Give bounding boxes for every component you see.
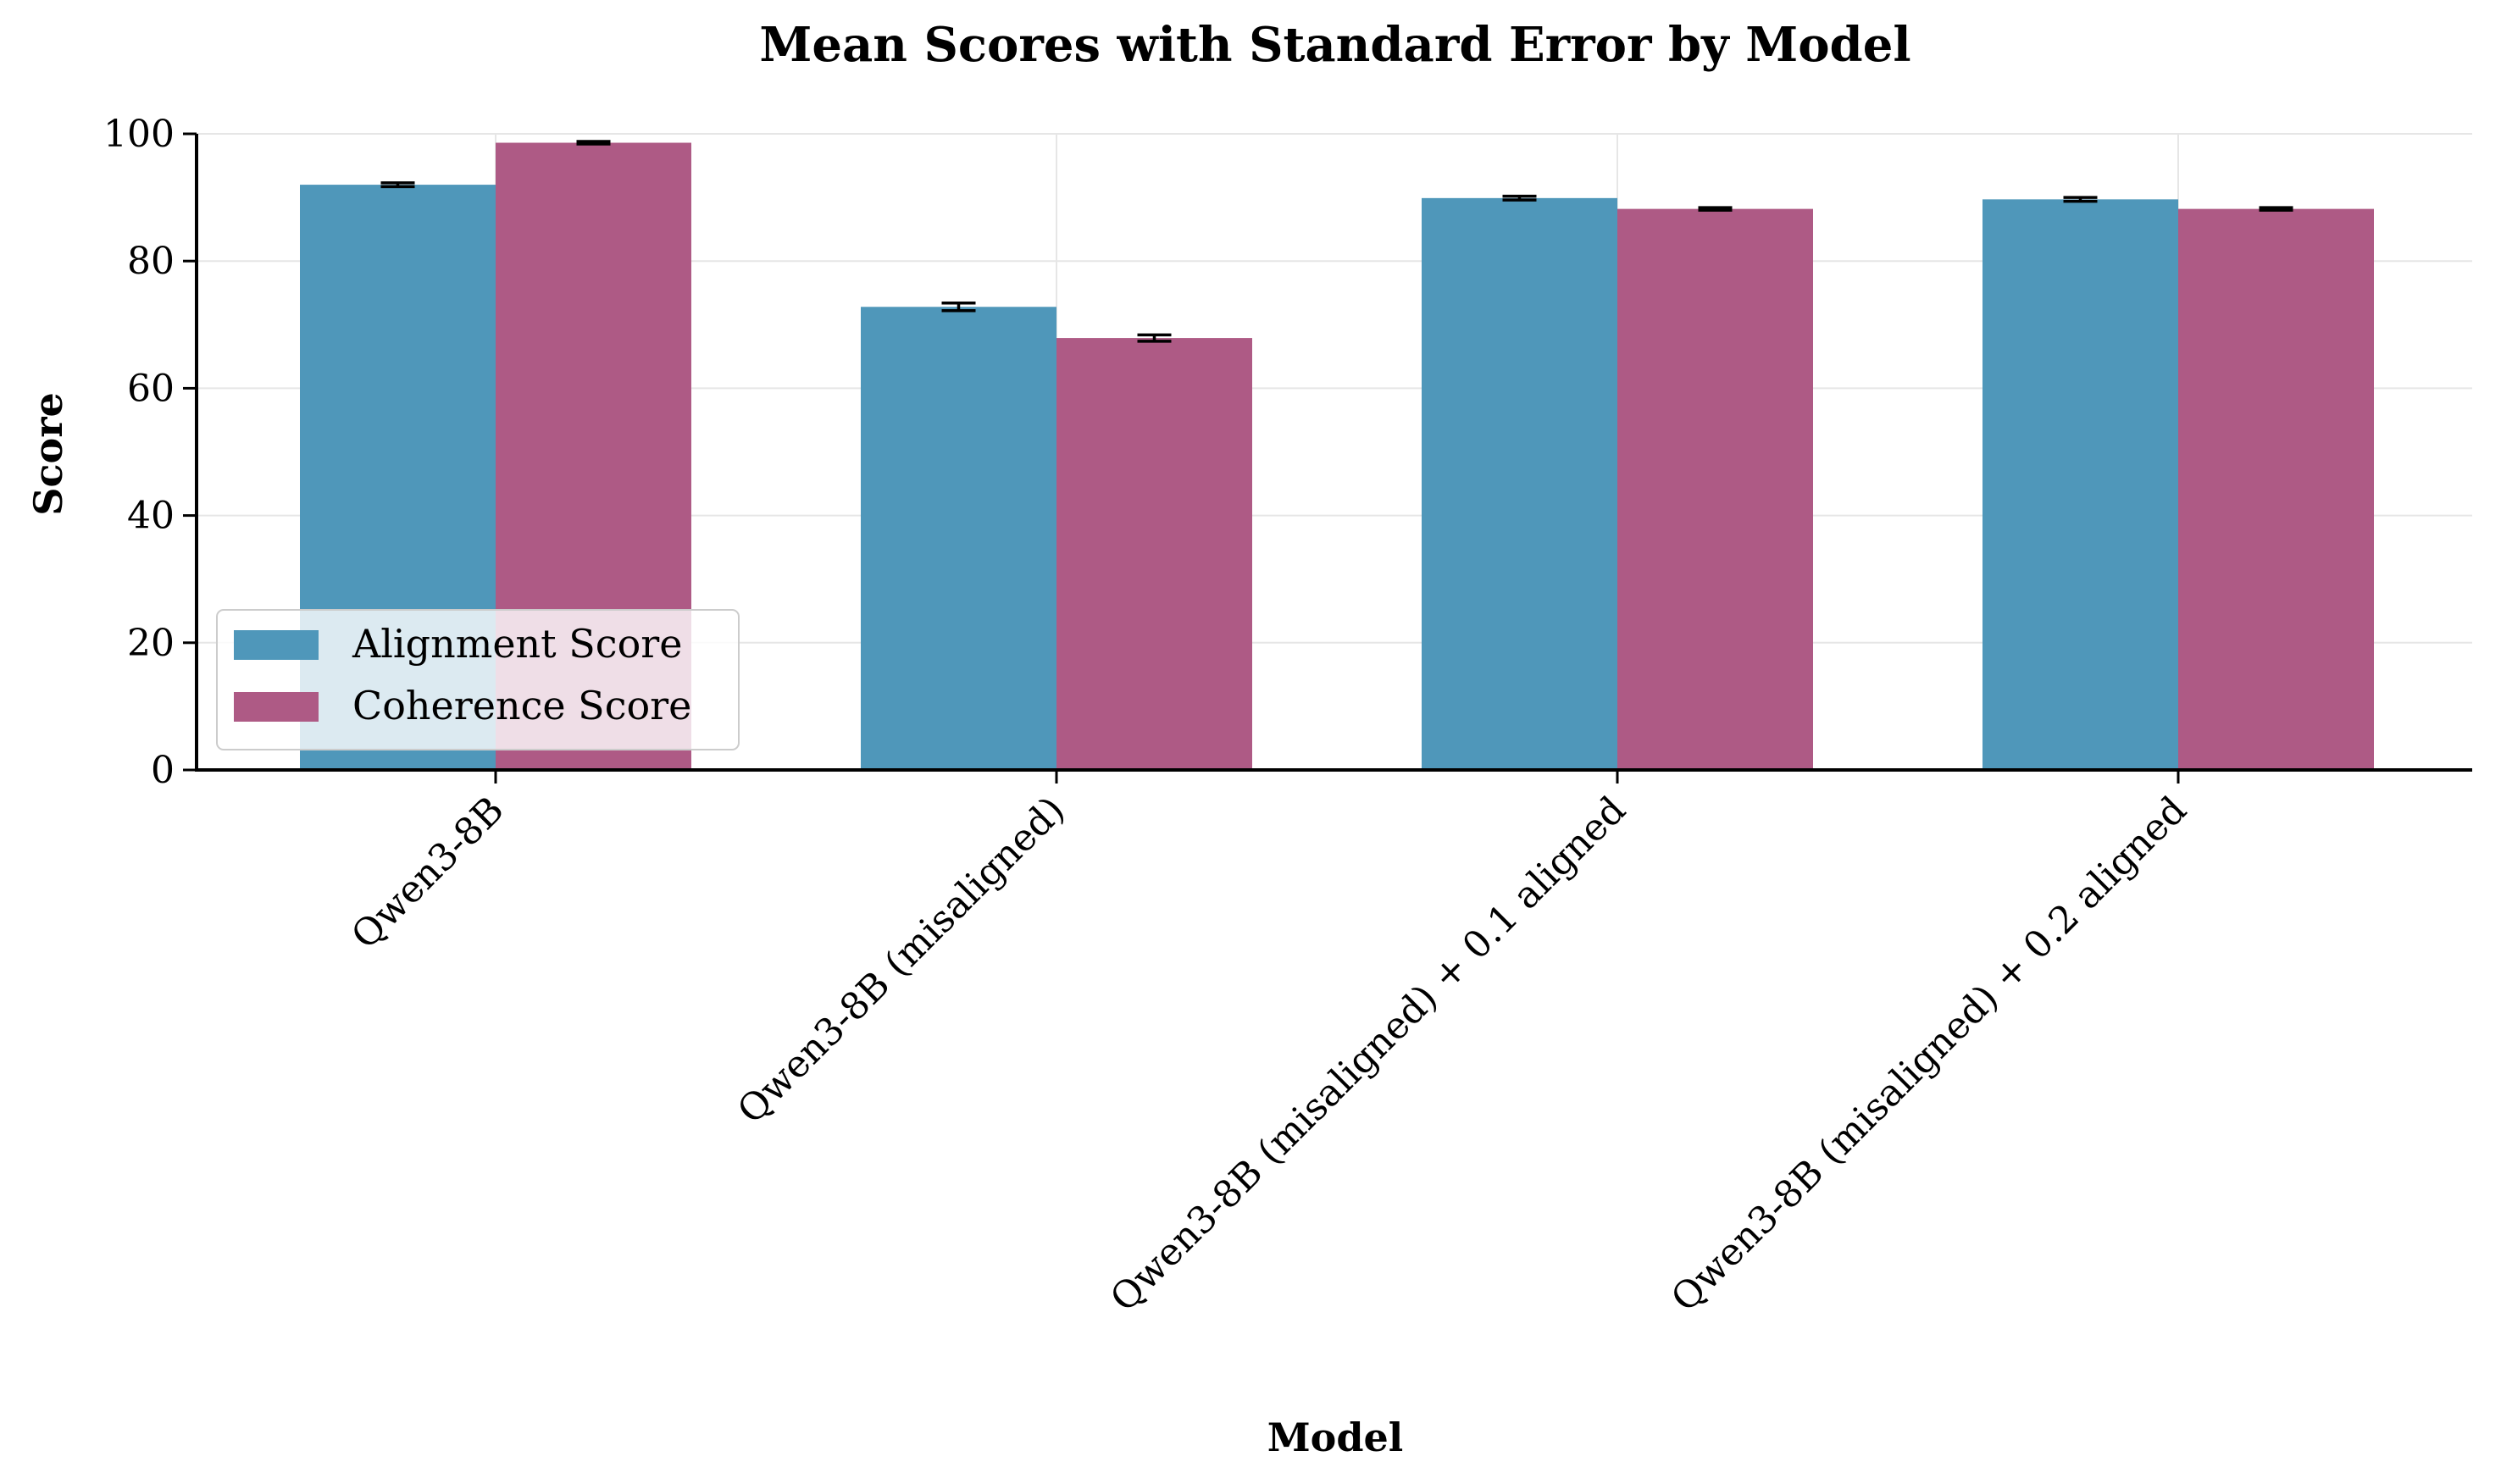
bar-coherence xyxy=(1617,208,1813,771)
x-tick-label: Qwen3-8B (misaligned) + 0.1 aligned xyxy=(1102,789,1634,1321)
y-axis-title: Score xyxy=(25,392,71,515)
legend-box xyxy=(216,609,740,750)
x-tick-label: Qwen3-8B (misaligned) xyxy=(729,789,1073,1132)
x-tick-label: Qwen3-8B (misaligned) + 0.2 aligned xyxy=(1663,789,2195,1321)
axes xyxy=(183,132,2472,784)
error-bars xyxy=(380,140,2293,343)
bar-alignment xyxy=(1982,199,2178,770)
bar-coherence xyxy=(2178,208,2374,771)
x-tick-label: Qwen3-8B xyxy=(343,789,513,958)
chart-title: Mean Scores with Standard Error by Model xyxy=(759,17,1910,73)
y-tick-label: 100 xyxy=(103,113,175,156)
legend-swatch xyxy=(234,692,319,722)
bar-alignment xyxy=(1422,197,1617,770)
x-axis-title: Model xyxy=(1267,1415,1404,1460)
legend-label: Alignment Score xyxy=(352,621,682,667)
bar-coherence xyxy=(1056,338,1252,770)
y-tick-label: 20 xyxy=(127,622,175,665)
legend: Alignment Score Coherence Score xyxy=(216,609,740,750)
y-tick-label: 60 xyxy=(127,367,175,410)
y-tick-label: 40 xyxy=(127,495,175,538)
y-tick-label: 0 xyxy=(151,749,175,792)
legend-swatch xyxy=(234,630,319,660)
y-tick-label: 80 xyxy=(127,240,175,283)
bar-alignment xyxy=(861,307,1056,771)
legend-label: Coherence Score xyxy=(352,683,691,728)
